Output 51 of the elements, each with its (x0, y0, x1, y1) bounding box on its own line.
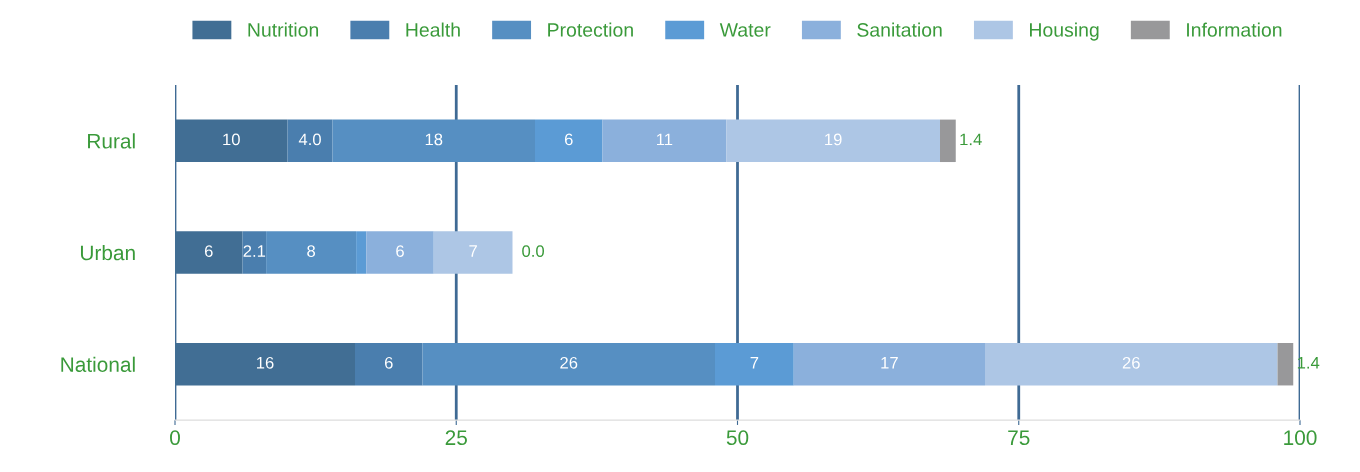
data-label: 6 (396, 245, 404, 257)
legend-label: Water (719, 23, 771, 37)
bar (433, 231, 513, 274)
data-label: 26 (1122, 356, 1140, 369)
bar (355, 343, 423, 386)
data-label: 1.4 (960, 133, 982, 146)
data-label: 19 (825, 133, 842, 146)
bar (940, 119, 956, 163)
data-label: 6 (384, 356, 393, 369)
legend-label: Health (406, 22, 460, 37)
legend-label: Protection (548, 22, 633, 37)
y-tick-label: National (61, 356, 135, 372)
data-label: 18 (425, 133, 443, 146)
bar (602, 119, 727, 163)
x-tick-label: 0 (170, 430, 180, 446)
x-tick-label: 50 (726, 430, 749, 446)
legend-label: Housing (1030, 22, 1099, 41)
bar (366, 231, 434, 274)
data-label: 8 (307, 245, 316, 257)
bar (266, 231, 357, 274)
data-label: 6 (564, 133, 573, 146)
data-label: 7 (469, 245, 477, 257)
legend-label: Sanitation (857, 22, 942, 37)
x-tick-label: 25 (445, 430, 467, 446)
data-label: 26 (560, 356, 578, 369)
bar (332, 119, 535, 163)
data-label: 11 (656, 133, 673, 146)
data-label: 7 (750, 357, 759, 369)
data-label: 0.0 (522, 245, 545, 257)
x-tick-label: 100 (1284, 430, 1317, 446)
bar (985, 343, 1278, 386)
legend-label: Information (1187, 22, 1282, 37)
x-tick-label: 75 (1008, 430, 1030, 446)
bar (535, 119, 603, 163)
data-label: 4.0 (298, 133, 321, 146)
bar (242, 231, 267, 274)
data-label: 6 (204, 245, 213, 257)
bar (422, 343, 715, 386)
bar (793, 343, 985, 386)
bar (287, 119, 333, 163)
data-label: 10 (223, 133, 240, 146)
bar (356, 231, 367, 274)
y-tick-label: Urban (80, 244, 135, 261)
data-label: 2.1 (243, 245, 266, 257)
data-label: 16 (257, 356, 274, 369)
bar (715, 343, 794, 386)
legend-label: Nutrition (248, 22, 319, 37)
data-label: 17 (881, 357, 898, 369)
y-tick-label: Rural (88, 133, 135, 149)
bar (1277, 343, 1294, 386)
bar (726, 119, 940, 163)
